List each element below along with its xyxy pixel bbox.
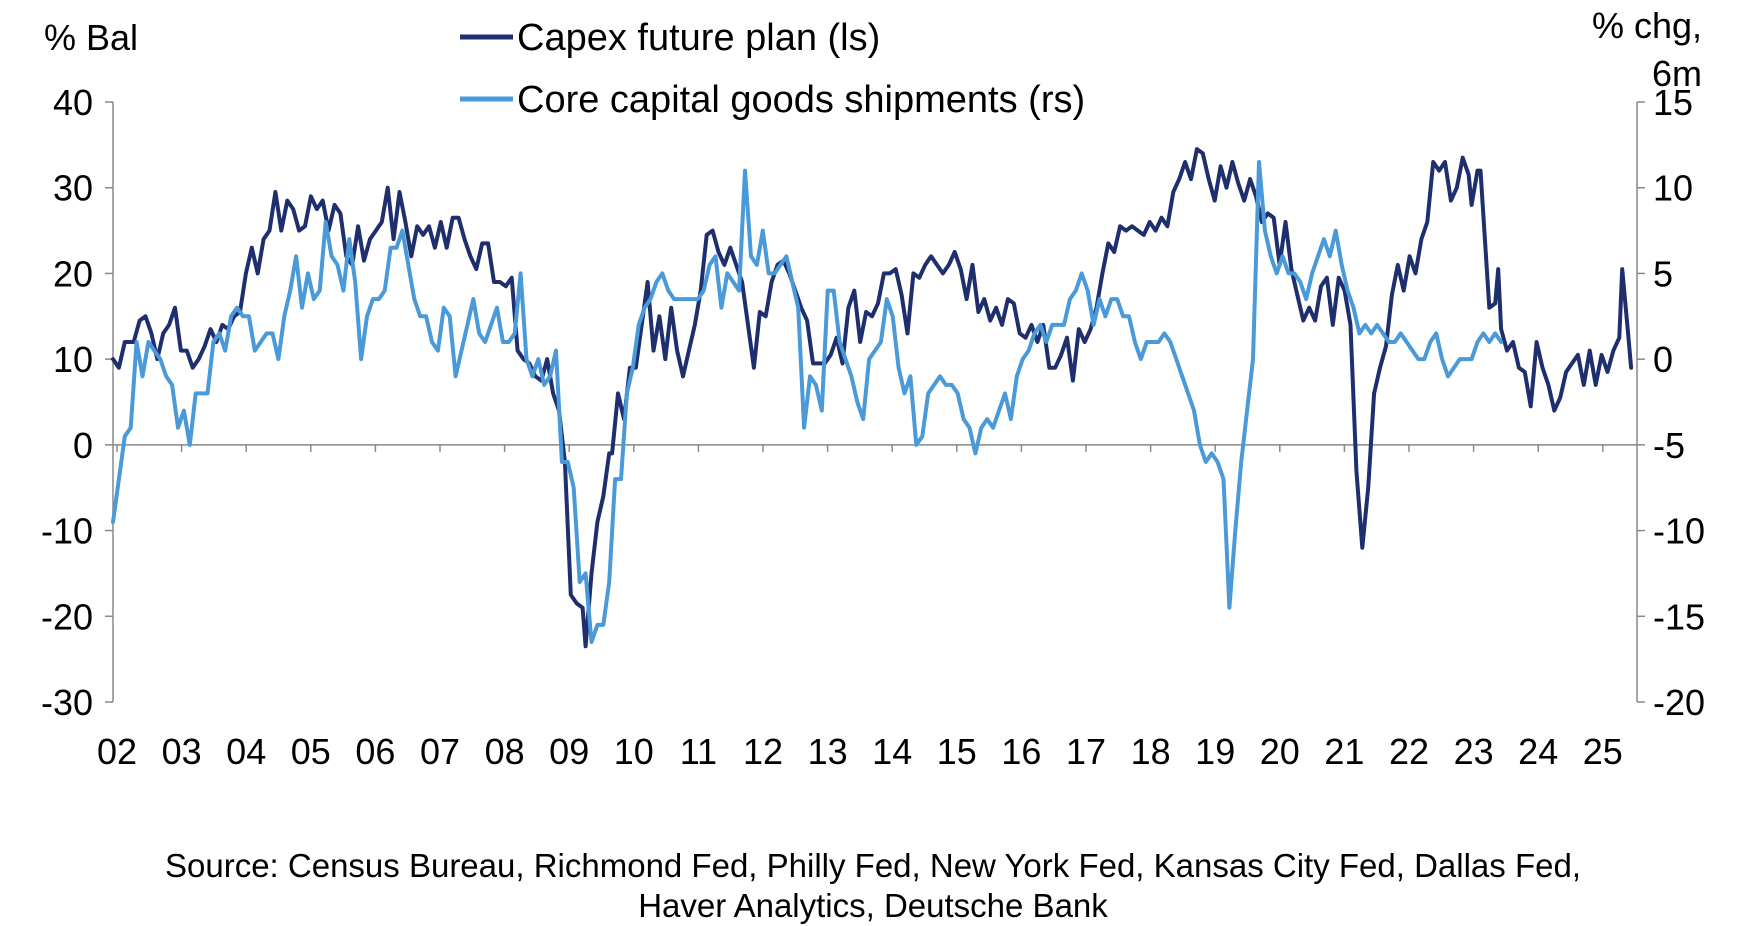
x-tick-label: 08 — [485, 731, 525, 772]
left-tick-label: -30 — [41, 682, 93, 723]
right-tick-label: 0 — [1653, 339, 1673, 380]
x-tick-label: 09 — [549, 731, 589, 772]
left-tick-label: 0 — [73, 425, 93, 466]
x-tick-label: 24 — [1518, 731, 1558, 772]
x-tick-label: 12 — [743, 731, 783, 772]
x-tick-label: 25 — [1583, 731, 1623, 772]
x-tick-label: 20 — [1260, 731, 1300, 772]
x-tick-label: 06 — [355, 731, 395, 772]
x-tick-label: 11 — [680, 731, 717, 772]
plot-area — [111, 147, 1634, 649]
series-line-1 — [111, 147, 1634, 649]
left-tick-label: -20 — [41, 596, 93, 637]
series-line-2 — [111, 160, 1504, 644]
right-tick-label: -20 — [1653, 682, 1705, 723]
x-tick-label: 23 — [1454, 731, 1494, 772]
source-note-line-1: Source: Census Bureau, Richmond Fed, Phi… — [165, 847, 1581, 884]
x-tick-label: 04 — [226, 731, 266, 772]
x-tick-label: 21 — [1324, 731, 1364, 772]
left-tick-label: 30 — [53, 168, 93, 209]
left-tick-label: 40 — [53, 82, 93, 123]
left-tick-label: 10 — [53, 339, 93, 380]
x-tick-label: 10 — [614, 731, 654, 772]
right-tick-label: 15 — [1653, 82, 1693, 123]
left-axis-title: % Bal — [44, 17, 138, 58]
right-tick-label: 5 — [1653, 253, 1673, 294]
x-tick-label: 03 — [162, 731, 202, 772]
right-tick-label: -10 — [1653, 511, 1705, 552]
right-tick-label: -5 — [1653, 425, 1685, 466]
legend: Capex future plan (ls) Core capital goods… — [460, 17, 1085, 121]
right-axis-title: 6m — [1652, 53, 1702, 94]
right-tick-label: -15 — [1653, 596, 1705, 637]
legend-label-2: Core capital goods shipments (rs) — [517, 79, 1085, 121]
x-tick-label: 02 — [97, 731, 137, 772]
left-tick-label: 20 — [53, 253, 93, 294]
x-tick-label: 22 — [1389, 731, 1429, 772]
x-tick-label: 07 — [420, 731, 460, 772]
x-tick-label: 05 — [291, 731, 331, 772]
x-tick-label: 15 — [937, 731, 977, 772]
legend-label-1: Capex future plan (ls) — [517, 17, 880, 59]
left-tick-label: -10 — [41, 511, 93, 552]
source-note-line-2: Haver Analytics, Deutsche Bank — [638, 887, 1108, 924]
right-tick-label: 10 — [1653, 168, 1693, 209]
x-tick-label: 18 — [1131, 731, 1171, 772]
x-tick-label: 13 — [808, 731, 848, 772]
x-tick-label: 17 — [1066, 731, 1106, 772]
x-tick-label: 19 — [1195, 731, 1235, 772]
x-tick-label: 16 — [1001, 731, 1041, 772]
x-tick-label: 14 — [872, 731, 912, 772]
right-axis-title: % chg, — [1592, 5, 1702, 46]
